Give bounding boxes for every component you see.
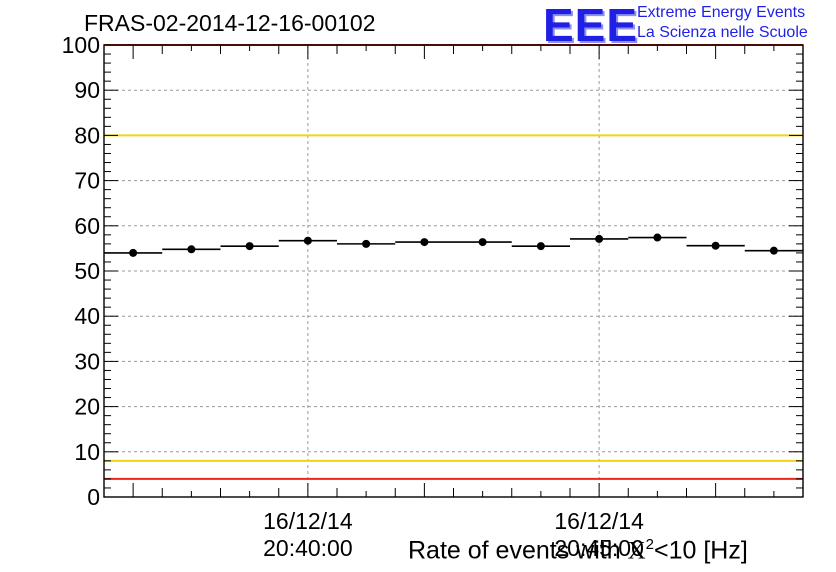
data-point (187, 245, 196, 254)
logo-line-1: Extreme Energy Events (637, 4, 806, 21)
data-series (104, 233, 803, 257)
x-tick-label-time: 20:45:00 (554, 535, 644, 561)
x-tick-label-date: 16/12/14 (263, 508, 353, 534)
grid-lines (104, 45, 803, 497)
y-tick-label: 100 (62, 32, 100, 58)
axes (103, 44, 804, 498)
y-tick-label: 60 (74, 213, 100, 239)
data-point (595, 234, 604, 243)
data-point (129, 248, 138, 257)
data-point (420, 238, 429, 247)
eee-logo-mark: EEE (543, 0, 639, 51)
y-tick-label: 90 (74, 77, 100, 103)
x-tick-label-date: 16/12/14 (554, 508, 644, 534)
y-tick-label: 0 (87, 484, 100, 510)
x-axis-title-sup: 2 (645, 536, 654, 553)
data-point (769, 246, 778, 255)
data-point (711, 241, 720, 250)
y-tick-label: 80 (74, 122, 100, 148)
data-point (303, 236, 312, 245)
y-tick-label: 50 (74, 258, 100, 284)
data-point (653, 233, 662, 242)
data-point (478, 238, 487, 247)
x-tick-label-time: 20:40:00 (263, 535, 353, 561)
x-axis-title: Rate of events with X2<10 [Hz] (408, 536, 748, 565)
x-axis-title-symbol: X (627, 537, 646, 565)
chart-title: FRAS-02-2014-12-16-00102 (84, 10, 376, 36)
data-point (536, 242, 545, 251)
x-axis-title-post: <10 [Hz] (653, 536, 748, 565)
y-tick-label: 20 (74, 394, 100, 420)
data-point (362, 239, 371, 248)
axis-tick-labels: 010203040506070809010016/12/1420:40:0016… (62, 32, 644, 561)
x-axis-title-pre: Rate of events with (408, 536, 628, 565)
logo-line-2: La Scienza nelle Scuole (637, 24, 808, 41)
data-point (245, 242, 254, 251)
y-tick-label: 40 (74, 303, 100, 329)
threshold-lines (104, 44, 803, 480)
y-tick-label: 70 (74, 168, 100, 194)
y-tick-label: 30 (74, 348, 100, 374)
y-tick-label: 10 (74, 439, 100, 465)
